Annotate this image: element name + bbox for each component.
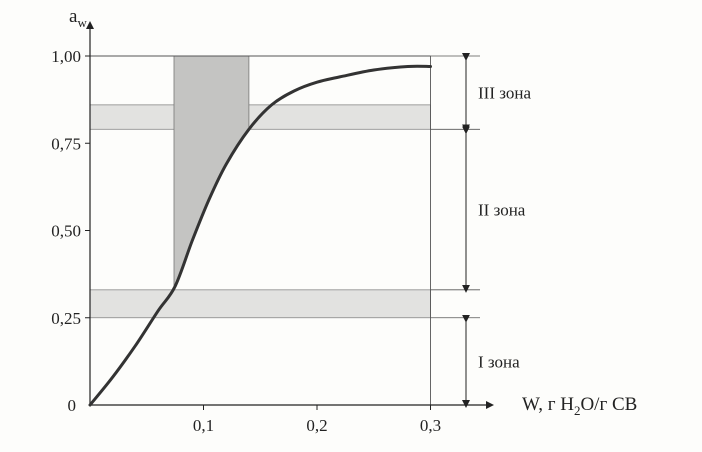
x-tick-label-1: 0,1: [193, 416, 214, 435]
axes-layer: [85, 21, 494, 410]
origin-label: 0: [68, 396, 77, 415]
x-tick-label-2: 0,2: [306, 416, 327, 435]
y-tick-label-4: 1,00: [51, 47, 81, 66]
shaded-region-layer: [173, 55, 250, 289]
series-layer: [88, 64, 432, 407]
zone-label-1: I зона: [478, 352, 520, 371]
shaded-region: [173, 55, 250, 289]
y-tick-label-1: 0,25: [51, 309, 81, 328]
y-tick-label-2: 0,50: [51, 222, 81, 241]
labels-layer: 0,25 0,50 0,75 1,00 0,1 0,2 0,3 0 aw W, г H2O/г С…: [51, 6, 637, 435]
zone-label-3: III зона: [478, 84, 531, 103]
zone-label-2: II зона: [478, 201, 526, 220]
reference-lines-layer: [90, 55, 480, 405]
x-tick-label-3: 0,3: [420, 416, 441, 435]
y-tick-label-3: 0,75: [51, 134, 81, 153]
x-axis-label: W, г H2O/г СВ: [522, 394, 637, 418]
sorption-isotherm-line: [88, 64, 432, 407]
horizontal-band-1: [89, 289, 431, 319]
bands-layer: [89, 104, 431, 319]
y-axis-label: aw: [69, 6, 87, 30]
